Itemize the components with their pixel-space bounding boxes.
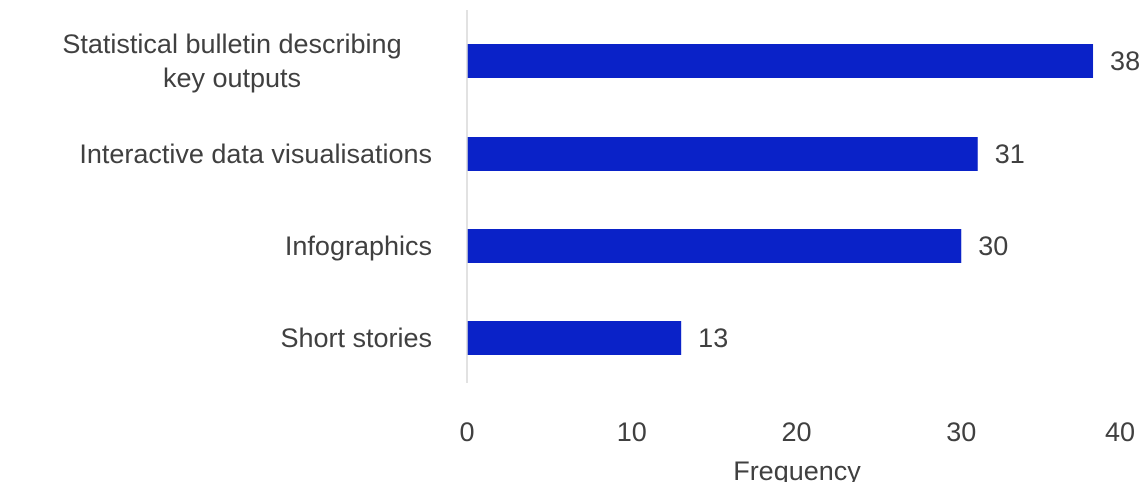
category-label: Statistical bulletin describing key outpu… bbox=[62, 29, 401, 93]
category-label-line: Infographics bbox=[285, 231, 432, 261]
x-axis-title: Frequency bbox=[733, 456, 861, 482]
x-tick-label: 40 bbox=[1105, 417, 1135, 447]
bar bbox=[467, 229, 962, 263]
data-label: 30 bbox=[978, 231, 1008, 261]
category-label: Short stories bbox=[280, 323, 432, 353]
bar bbox=[467, 137, 978, 171]
x-axis-tick-labels: 0 10 20 30 40 bbox=[459, 417, 1135, 447]
category-label: Infographics bbox=[285, 231, 432, 261]
bars bbox=[467, 44, 1094, 355]
data-label: 38 bbox=[1110, 46, 1140, 76]
bar bbox=[467, 44, 1094, 78]
category-labels: Statistical bulletin describing key outpu… bbox=[62, 29, 432, 353]
x-tick-label: 30 bbox=[946, 417, 976, 447]
category-label-line: Interactive data visualisations bbox=[79, 139, 432, 169]
category-label: Interactive data visualisations bbox=[79, 139, 432, 169]
x-tick-label: 0 bbox=[459, 417, 474, 447]
x-tick-label: 10 bbox=[617, 417, 647, 447]
data-label: 13 bbox=[698, 323, 728, 353]
data-labels: 38 31 30 13 bbox=[698, 46, 1140, 353]
category-label-line: Statistical bulletin describing bbox=[62, 29, 401, 59]
data-label: 31 bbox=[995, 139, 1025, 169]
category-label-line: Short stories bbox=[280, 323, 432, 353]
x-tick-label: 20 bbox=[781, 417, 811, 447]
category-label-line: key outputs bbox=[163, 63, 301, 93]
bar bbox=[467, 321, 682, 355]
